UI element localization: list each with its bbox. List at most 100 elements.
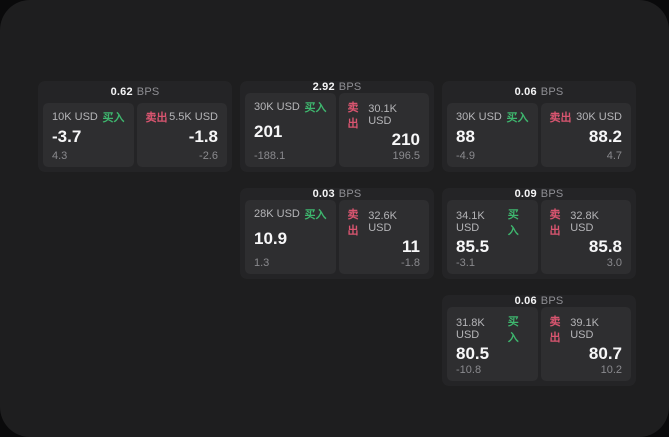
sell-label-row: 卖出 39.1K USD <box>550 313 623 345</box>
buy-amount: 10K USD <box>52 111 98 123</box>
sell-sub-value: 4.7 <box>606 150 622 162</box>
buy-amount: 31.8K USD <box>456 317 485 342</box>
spread-value: 0.06 <box>514 295 537 308</box>
sell-side-label: 卖出 <box>549 316 561 345</box>
quotes-grid: 0.62 BPS 10K USD 买入 -3.7 4.3 卖出 5.5K USD… <box>38 81 636 386</box>
spread-value: 0.62 <box>110 86 133 98</box>
sell-label-row: 卖出 5.5K USD <box>146 109 219 125</box>
quote-card[interactable]: 0.06 BPS 30K USD 买入 88 -4.9 卖出 30K USD 8… <box>442 81 636 172</box>
sell-amount: 32.6K USD <box>368 210 397 235</box>
sell-panel[interactable]: 卖出 30K USD 88.2 4.7 <box>540 103 631 167</box>
spread-unit: BPS <box>338 81 362 94</box>
buy-label-row: 31.8K USD 买入 <box>456 313 529 345</box>
spread-value: 0.06 <box>514 86 537 98</box>
buy-side-label: 买入 <box>304 209 327 222</box>
quote-body: 30K USD 买入 88 -4.9 卖出 30K USD 88.2 4.7 <box>442 103 636 172</box>
buy-label-row: 34.1K USD 买入 <box>456 206 529 238</box>
sell-price: 210 <box>391 130 420 150</box>
buy-label-row: 28K USD 买入 <box>254 206 327 222</box>
sell-side-label: 卖出 <box>549 112 572 124</box>
buy-sub-value: 4.3 <box>52 150 68 162</box>
buy-side-label: 买入 <box>507 209 519 238</box>
quote-card[interactable]: 0.03 BPS 28K USD 买入 10.9 1.3 卖出 32.6K US… <box>240 188 434 279</box>
quote-card[interactable]: 0.62 BPS 10K USD 买入 -3.7 4.3 卖出 5.5K USD… <box>38 81 232 172</box>
sell-price: 85.8 <box>588 237 622 257</box>
sell-amount: 5.5K USD <box>169 111 218 123</box>
buy-panel[interactable]: 30K USD 买入 201 -188.1 <box>245 93 336 167</box>
quote-card[interactable]: 0.06 BPS 31.8K USD 买入 80.5 -10.8 卖出 39.1… <box>442 295 636 386</box>
sell-price: -1.8 <box>188 127 218 147</box>
buy-amount: 28K USD <box>254 208 300 221</box>
spread-value: 0.09 <box>514 188 537 201</box>
spread-unit: BPS <box>338 188 362 201</box>
spread-header: 2.92 BPS <box>240 81 434 93</box>
quote-body: 28K USD 买入 10.9 1.3 卖出 32.6K USD 11 -1.8 <box>240 200 434 279</box>
buy-amount: 30K USD <box>456 111 502 123</box>
sell-sub-value: -1.8 <box>401 257 420 269</box>
sell-amount: 30.1K USD <box>368 103 397 128</box>
buy-label-row: 30K USD 买入 <box>254 99 327 115</box>
buy-price: 88 <box>456 127 475 147</box>
buy-panel[interactable]: 10K USD 买入 -3.7 4.3 <box>43 103 134 167</box>
buy-price: 201 <box>254 122 283 142</box>
sell-sub-value: 10.2 <box>600 364 622 376</box>
buy-panel[interactable]: 28K USD 买入 10.9 1.3 <box>245 200 336 274</box>
sell-panel[interactable]: 卖出 32.8K USD 85.8 3.0 <box>540 200 631 274</box>
sell-amount: 39.1K USD <box>570 317 599 342</box>
buy-side-label: 买入 <box>506 112 529 124</box>
spread-header: 0.03 BPS <box>240 188 434 200</box>
quote-card[interactable]: 2.92 BPS 30K USD 买入 201 -188.1 卖出 30.1K … <box>240 81 434 172</box>
spread-unit: BPS <box>540 188 564 201</box>
sell-sub-value: -2.6 <box>199 150 218 162</box>
buy-sub-value: 1.3 <box>254 257 270 269</box>
sell-side-label: 卖出 <box>347 102 359 131</box>
sell-label-row: 卖出 30K USD <box>550 109 623 125</box>
sell-price: 80.7 <box>588 344 622 364</box>
spread-value: 2.92 <box>312 81 335 94</box>
sell-sub-value: 196.5 <box>392 150 420 162</box>
sell-panel[interactable]: 卖出 5.5K USD -1.8 -2.6 <box>136 103 227 167</box>
spread-value: 0.03 <box>312 188 335 201</box>
sell-price: 88.2 <box>588 127 622 147</box>
buy-sub-value: -3.1 <box>456 257 475 269</box>
buy-amount: 30K USD <box>254 101 300 114</box>
spread-header: 0.62 BPS <box>38 81 232 103</box>
quote-body: 34.1K USD 买入 85.5 -3.1 卖出 32.8K USD 85.8… <box>442 200 636 279</box>
sell-price: 11 <box>402 237 420 257</box>
sell-amount: 32.8K USD <box>570 210 599 235</box>
buy-panel[interactable]: 34.1K USD 买入 85.5 -3.1 <box>447 200 538 274</box>
sell-label-row: 卖出 32.8K USD <box>550 206 623 238</box>
sell-amount: 30K USD <box>576 111 622 123</box>
quote-body: 10K USD 买入 -3.7 4.3 卖出 5.5K USD -1.8 -2.… <box>38 103 232 172</box>
buy-side-label: 买入 <box>507 316 519 345</box>
buy-price: 80.5 <box>456 344 490 364</box>
sell-sub-value: 3.0 <box>606 257 622 269</box>
buy-sub-value: -4.9 <box>456 150 475 162</box>
buy-sub-value: -10.8 <box>456 364 482 376</box>
quote-card[interactable]: 0.09 BPS 34.1K USD 买入 85.5 -3.1 卖出 32.8K… <box>442 188 636 279</box>
buy-sub-value: -188.1 <box>254 150 286 162</box>
spread-unit: BPS <box>136 86 160 98</box>
spread-header: 0.06 BPS <box>442 81 636 103</box>
buy-panel[interactable]: 31.8K USD 买入 80.5 -10.8 <box>447 307 538 381</box>
sell-panel[interactable]: 卖出 39.1K USD 80.7 10.2 <box>540 307 631 381</box>
sell-side-label: 卖出 <box>549 209 561 238</box>
buy-side-label: 买入 <box>102 112 125 124</box>
sell-panel[interactable]: 卖出 32.6K USD 11 -1.8 <box>338 200 429 274</box>
buy-price: 10.9 <box>254 229 288 249</box>
buy-price: -3.7 <box>52 127 82 147</box>
spread-header: 0.09 BPS <box>442 188 636 200</box>
spread-unit: BPS <box>540 86 564 98</box>
sell-panel[interactable]: 卖出 30.1K USD 210 196.5 <box>338 93 429 167</box>
quote-body: 31.8K USD 买入 80.5 -10.8 卖出 39.1K USD 80.… <box>442 307 636 386</box>
buy-label-row: 10K USD 买入 <box>52 109 125 125</box>
spread-unit: BPS <box>540 295 564 308</box>
buy-panel[interactable]: 30K USD 买入 88 -4.9 <box>447 103 538 167</box>
sell-label-row: 卖出 30.1K USD <box>348 99 421 131</box>
sell-label-row: 卖出 32.6K USD <box>348 206 421 238</box>
sell-side-label: 卖出 <box>145 112 168 124</box>
buy-amount: 34.1K USD <box>456 210 485 235</box>
buy-side-label: 买入 <box>304 102 327 115</box>
spread-header: 0.06 BPS <box>442 295 636 307</box>
